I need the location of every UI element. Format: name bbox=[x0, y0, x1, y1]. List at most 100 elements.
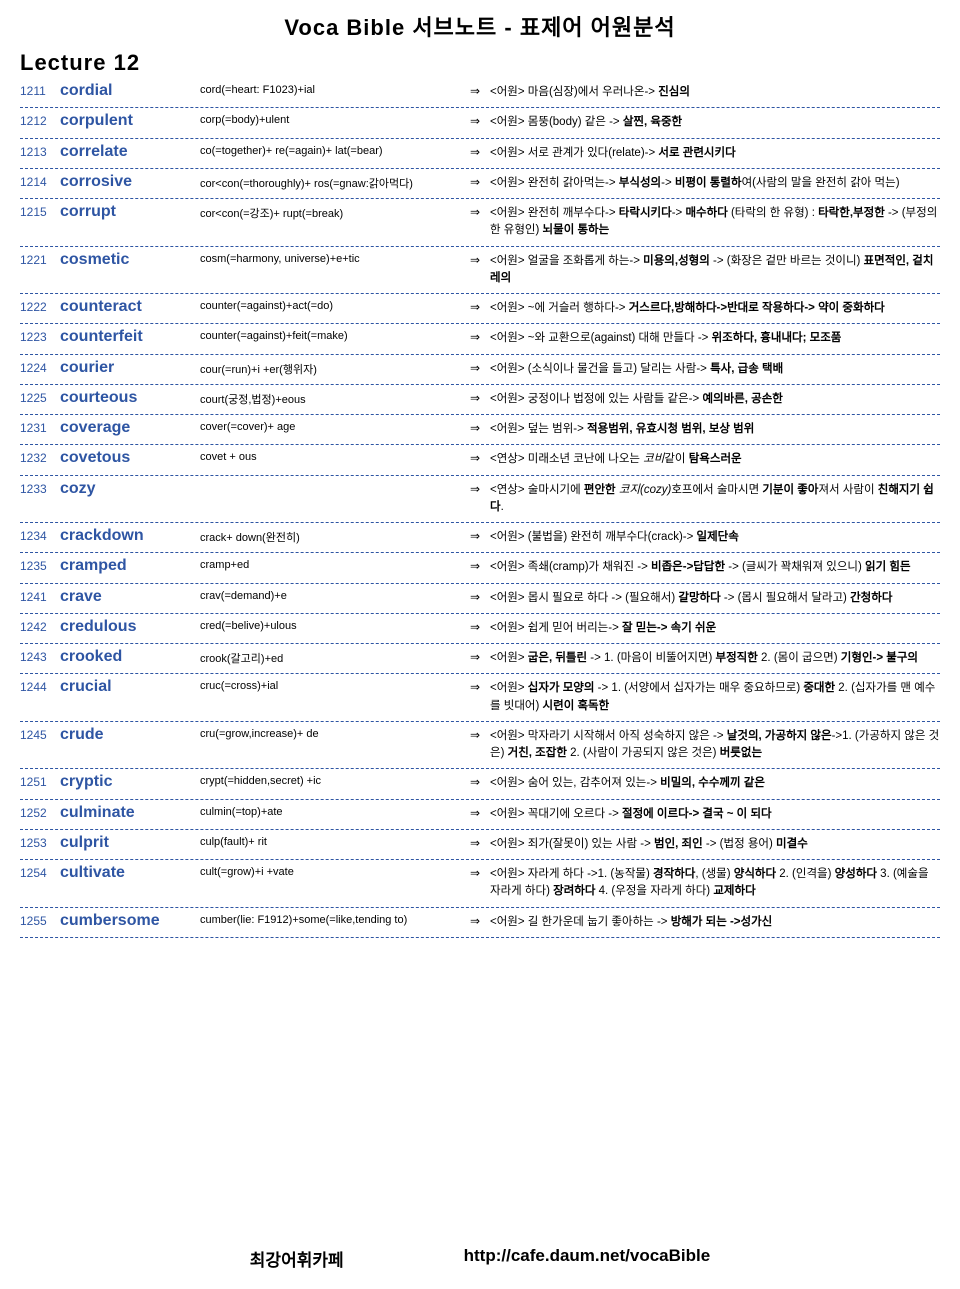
vocab-row: 1243crookedcrook(갈고리)+ed⇒<어원> 굽은, 뒤틀린 ->… bbox=[20, 644, 940, 674]
row-etymology: cruc(=cross)+ial bbox=[200, 678, 470, 692]
row-word: cramped bbox=[60, 557, 200, 575]
row-etymology: crack+ down(완전히) bbox=[200, 527, 470, 545]
row-etymology: cru(=grow,increase)+ de bbox=[200, 726, 470, 740]
row-number: 1241 bbox=[20, 588, 60, 604]
row-number: 1233 bbox=[20, 480, 60, 496]
row-number: 1215 bbox=[20, 203, 60, 219]
row-number: 1255 bbox=[20, 912, 60, 928]
row-meaning: <어원> 몸뚱(body) 같은 -> 살찐, 육중한 bbox=[490, 112, 940, 131]
row-word: coverage bbox=[60, 419, 200, 437]
vocab-row: 1231coveragecover(=cover)+ age⇒<어원> 덮는 범… bbox=[20, 415, 940, 445]
vocab-table: 1211cordialcord(=heart: F1023)+ial⇒<어원> … bbox=[20, 78, 940, 938]
arrow-icon: ⇒ bbox=[470, 726, 490, 742]
page-footer: 최강어휘카페 http://cafe.daum.net/vocaBible bbox=[20, 1246, 940, 1271]
row-meaning: <연상> 술마시기에 편안한 코지(cozy)호프에서 술마시면 기분이 좋아져… bbox=[490, 480, 940, 517]
arrow-icon: ⇒ bbox=[470, 82, 490, 98]
row-word: culprit bbox=[60, 834, 200, 852]
vocab-row: 1222counteractcounter(=against)+act(=do)… bbox=[20, 294, 940, 324]
row-meaning: <어원> 쉽게 믿어 버리는-> 잘 믿는-> 속기 쉬운 bbox=[490, 618, 940, 637]
vocab-row: 1224couriercour(=run)+i +er(행위자)⇒<어원> (소… bbox=[20, 355, 940, 385]
row-etymology: crav(=demand)+e bbox=[200, 588, 470, 602]
arrow-icon: ⇒ bbox=[470, 389, 490, 405]
row-etymology: cumber(lie: F1912)+some(=like,tending to… bbox=[200, 912, 470, 926]
vocab-row: 1213correlateco(=together)+ re(=again)+ … bbox=[20, 139, 940, 169]
row-meaning: <어원> 굽은, 뒤틀린 -> 1. (마음이 비뚤어지면) 부정직한 2. (… bbox=[490, 648, 940, 667]
arrow-icon: ⇒ bbox=[470, 557, 490, 573]
arrow-icon: ⇒ bbox=[470, 480, 490, 496]
vocab-row: 1241cravecrav(=demand)+e⇒<어원> 몹시 필요로 하다 … bbox=[20, 584, 940, 614]
row-etymology: court(궁정,법정)+eous bbox=[200, 389, 470, 407]
vocab-row: 1234crackdowncrack+ down(완전히)⇒<어원> (불법을)… bbox=[20, 523, 940, 553]
row-etymology bbox=[200, 480, 470, 482]
arrow-icon: ⇒ bbox=[470, 618, 490, 634]
row-etymology: crypt(=hidden,secret) +ic bbox=[200, 773, 470, 787]
row-word: covetous bbox=[60, 449, 200, 467]
vocab-row: 1221cosmeticcosm(=harmony, universe)+e+t… bbox=[20, 247, 940, 295]
arrow-icon: ⇒ bbox=[470, 298, 490, 314]
row-etymology: covet + ous bbox=[200, 449, 470, 463]
row-word: courteous bbox=[60, 389, 200, 407]
row-meaning: <어원> 족쇄(cramp)가 채워진 -> 비좁은->답답한 -> (글씨가 … bbox=[490, 557, 940, 576]
vocab-row: 1252culminateculmin(=top)+ate⇒<어원> 꼭대기에 … bbox=[20, 800, 940, 830]
row-number: 1244 bbox=[20, 678, 60, 694]
row-number: 1212 bbox=[20, 112, 60, 128]
row-number: 1221 bbox=[20, 251, 60, 267]
row-word: culminate bbox=[60, 804, 200, 822]
arrow-icon: ⇒ bbox=[470, 678, 490, 694]
vocab-row: 1255cumbersomecumber(lie: F1912)+some(=l… bbox=[20, 908, 940, 938]
arrow-icon: ⇒ bbox=[470, 328, 490, 344]
footer-left: 최강어휘카페 bbox=[250, 1246, 344, 1271]
row-etymology: cramp+ed bbox=[200, 557, 470, 571]
row-number: 1253 bbox=[20, 834, 60, 850]
row-number: 1235 bbox=[20, 557, 60, 573]
row-meaning: <어원> 덮는 범위-> 적용범위, 유효시청 범위, 보상 범위 bbox=[490, 419, 940, 438]
row-etymology: co(=together)+ re(=again)+ lat(=bear) bbox=[200, 143, 470, 157]
row-word: crooked bbox=[60, 648, 200, 666]
row-meaning: <어원> 막자라기 시작해서 아직 성숙하지 않은 -> 날것의, 가공하지 않… bbox=[490, 726, 940, 763]
row-number: 1251 bbox=[20, 773, 60, 789]
row-number: 1225 bbox=[20, 389, 60, 405]
row-etymology: counter(=against)+feit(=make) bbox=[200, 328, 470, 342]
row-number: 1252 bbox=[20, 804, 60, 820]
row-word: crackdown bbox=[60, 527, 200, 545]
vocab-row: 1244crucialcruc(=cross)+ial⇒<어원> 십자가 모양의… bbox=[20, 674, 940, 722]
row-word: correlate bbox=[60, 143, 200, 161]
row-etymology: cult(=grow)+i +vate bbox=[200, 864, 470, 878]
arrow-icon: ⇒ bbox=[470, 112, 490, 128]
row-word: cryptic bbox=[60, 773, 200, 791]
row-number: 1222 bbox=[20, 298, 60, 314]
row-meaning: <어원> 얼굴을 조화롭게 하는-> 미용의,성형의 -> (화장은 겉만 바르… bbox=[490, 251, 940, 288]
row-meaning: <연상> 미래소년 코난에 나오는 코비같이 탐욕스러운 bbox=[490, 449, 940, 468]
row-meaning: <어원> 완전히 갉아먹는-> 부식성의-> 비평이 통렬하여(사람의 말을 완… bbox=[490, 173, 940, 192]
row-meaning: <어원> 십자가 모양의 -> 1. (서양에서 십자가는 매우 중요하므로) … bbox=[490, 678, 940, 715]
vocab-row: 1225courteouscourt(궁정,법정)+eous⇒<어원> 궁정이나… bbox=[20, 385, 940, 415]
arrow-icon: ⇒ bbox=[470, 773, 490, 789]
row-number: 1234 bbox=[20, 527, 60, 543]
arrow-icon: ⇒ bbox=[470, 449, 490, 465]
row-meaning: <어원> 마음(심장)에서 우러나온-> 진심의 bbox=[490, 82, 940, 101]
vocab-row: 1223counterfeitcounter(=against)+feit(=m… bbox=[20, 324, 940, 354]
vocab-row: 1251crypticcrypt(=hidden,secret) +ic⇒<어원… bbox=[20, 769, 940, 799]
row-word: crave bbox=[60, 588, 200, 606]
row-word: crude bbox=[60, 726, 200, 744]
row-meaning: <어원> 꼭대기에 오르다 -> 절정에 이르다-> 결국 ~ 이 되다 bbox=[490, 804, 940, 823]
row-meaning: <어원> 서로 관계가 있다(relate)-> 서로 관련시키다 bbox=[490, 143, 940, 162]
row-number: 1223 bbox=[20, 328, 60, 344]
arrow-icon: ⇒ bbox=[470, 912, 490, 928]
vocab-row: 1242credulouscred(=belive)+ulous⇒<어원> 쉽게… bbox=[20, 614, 940, 644]
vocab-row: 1215corruptcor<con(=강조)+ rupt(=break)⇒<어… bbox=[20, 199, 940, 247]
row-meaning: <어원> (불법을) 완전히 깨부수다(crack)-> 일제단속 bbox=[490, 527, 940, 546]
arrow-icon: ⇒ bbox=[470, 143, 490, 159]
row-number: 1243 bbox=[20, 648, 60, 664]
row-word: cordial bbox=[60, 82, 200, 100]
row-etymology: culmin(=top)+ate bbox=[200, 804, 470, 818]
row-word: counteract bbox=[60, 298, 200, 316]
row-meaning: <어원> 완전히 깨부수다-> 타락시키다-> 매수하다 (타락의 한 유형) … bbox=[490, 203, 940, 240]
vocab-row: 1211cordialcord(=heart: F1023)+ial⇒<어원> … bbox=[20, 78, 940, 108]
row-etymology: cor<con(=강조)+ rupt(=break) bbox=[200, 203, 470, 221]
row-meaning: <어원> 자라게 하다 ->1. (농작물) 경작하다, (생물) 양식하다 2… bbox=[490, 864, 940, 901]
row-number: 1232 bbox=[20, 449, 60, 465]
row-meaning: <어원> 숨어 있는, 감추어져 있는-> 비밀의, 수수께끼 같은 bbox=[490, 773, 940, 792]
row-word: courier bbox=[60, 359, 200, 377]
vocab-row: 1212corpulentcorp(=body)+ulent⇒<어원> 몸뚱(b… bbox=[20, 108, 940, 138]
